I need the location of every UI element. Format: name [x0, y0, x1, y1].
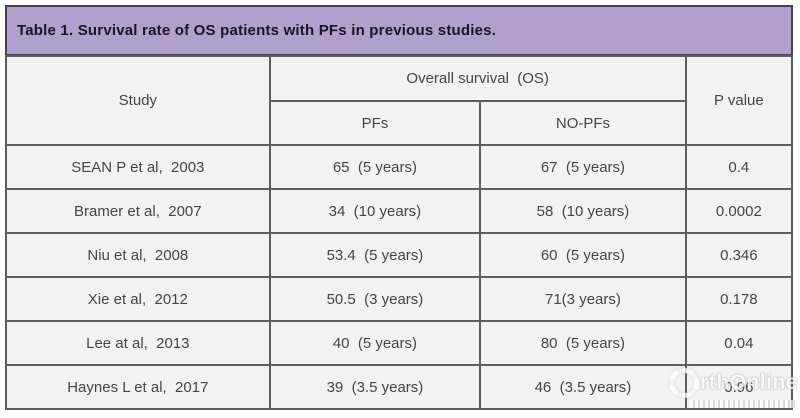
table-row: SEAN P et al, 2003 65 (5 years) 67 (5 ye…	[5, 144, 794, 190]
column-header-p-value: P value	[684, 55, 794, 146]
no-pfs-cell: 60 (5 years)	[479, 232, 687, 278]
no-pfs-cell: 67 (5 years)	[479, 144, 687, 190]
header-row-1: Study Overall survival (OS) P value	[5, 55, 794, 146]
table-title-banner: Table 1. Survival rate of OS patients wi…	[5, 5, 793, 55]
p-value-cell: 0.0002	[684, 188, 794, 234]
p-value-cell: 0.346	[684, 232, 794, 278]
study-cell: Niu et al, 2008	[5, 232, 271, 278]
table-row: Lee at al, 2013 40 (5 years) 80 (5 years…	[5, 320, 794, 366]
study-cell: Lee at al, 2013	[5, 320, 271, 366]
pfs-cell: 50.5 (3 years)	[268, 276, 482, 322]
table-row: Niu et al, 2008 53.4 (5 years) 60 (5 yea…	[5, 232, 794, 278]
p-value-cell: 0.178	[684, 276, 794, 322]
header-row-2: PFs NO-PFs	[6, 100, 792, 146]
table-row: Xie et al, 2012 50.5 (3 years) 71(3 year…	[5, 276, 794, 322]
pfs-cell: 65 (5 years)	[268, 144, 482, 190]
study-cell: Bramer et al, 2007	[5, 188, 271, 234]
pfs-cell: 53.4 (5 years)	[268, 232, 482, 278]
column-header-pfs: PFs	[268, 100, 482, 146]
table-row: Haynes L et al, 2017 39 (3.5 years) 46 (…	[5, 364, 794, 410]
column-header-study: Study	[5, 55, 271, 146]
p-value-cell: 0.4	[684, 144, 794, 190]
column-header-no-pfs: NO-PFs	[479, 100, 687, 146]
pfs-cell: 34 (10 years)	[268, 188, 482, 234]
table-title: Table 1. Survival rate of OS patients wi…	[17, 22, 497, 39]
study-cell: Xie et al, 2012	[5, 276, 271, 322]
no-pfs-cell: 80 (5 years)	[479, 320, 687, 366]
table-row: Bramer et al, 2007 34 (10 years) 58 (10 …	[5, 188, 794, 234]
pfs-cell: 39 (3.5 years)	[268, 364, 482, 410]
no-pfs-cell: 46 (3.5 years)	[479, 364, 687, 410]
p-value-cell: 0.96	[684, 364, 794, 410]
survival-table: Study Overall survival (OS) P value PFs …	[5, 55, 794, 410]
no-pfs-cell: 71(3 years)	[479, 276, 687, 322]
study-cell: Haynes L et al, 2017	[5, 364, 271, 410]
p-value-cell: 0.04	[684, 320, 794, 366]
study-cell: SEAN P et al, 2003	[5, 144, 271, 190]
table-figure: Table 1. Survival rate of OS patients wi…	[5, 5, 794, 410]
pfs-cell: 40 (5 years)	[268, 320, 482, 366]
no-pfs-cell: 58 (10 years)	[479, 188, 687, 234]
column-header-overall-survival: Overall survival (OS)	[268, 55, 687, 102]
